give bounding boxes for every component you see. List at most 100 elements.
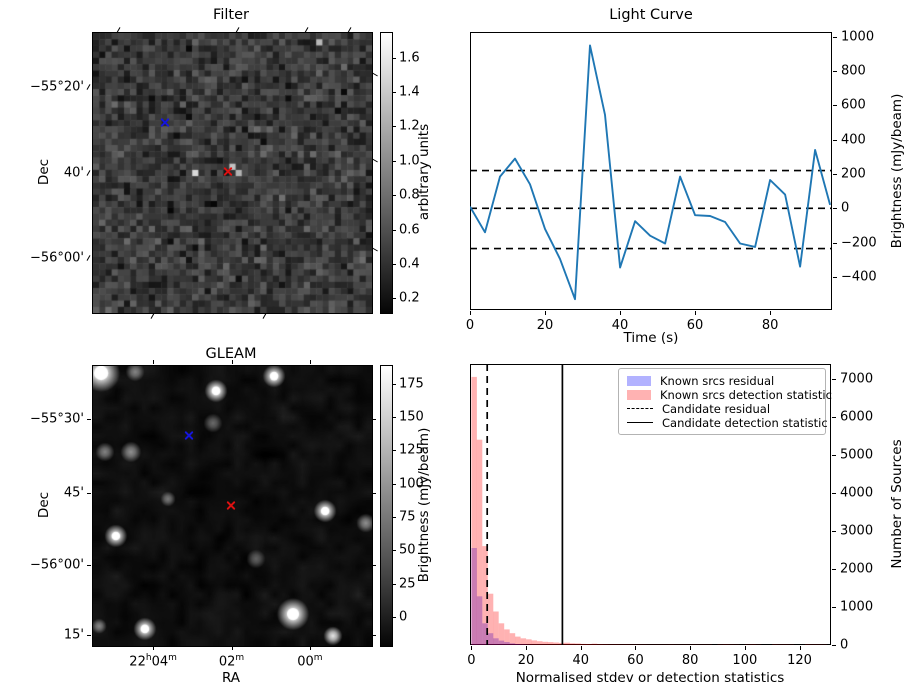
histogram-xtick-mark	[744, 646, 746, 650]
gleam-colorbar-tick-label: 100	[399, 476, 424, 492]
gleam-ytick-label: −56°00'	[29, 557, 84, 573]
gleam-colorbar-tick-mark	[392, 583, 396, 585]
red-cross-marker	[225, 500, 236, 511]
hist-bar	[526, 639, 532, 645]
filter-colorbar-tick-label: 0.2	[399, 290, 420, 306]
hist-bar	[476, 439, 483, 645]
hist-bar	[602, 644, 609, 645]
gleam-title: GLEAM	[205, 346, 257, 362]
light-curve-xtick-mark	[470, 311, 471, 315]
gleam-colorbar-tick-mark	[392, 517, 396, 518]
ra-unit-sup: m	[235, 653, 245, 663]
filter-ytick-mark	[86, 255, 91, 262]
filter-image	[92, 32, 373, 314]
hist-bar	[504, 642, 510, 645]
light-curve-ytick-mark	[833, 139, 837, 141]
filter-bottom-tick-mark	[150, 313, 155, 319]
red-cross-marker	[223, 166, 234, 177]
histogram-ytick-mark	[832, 568, 836, 570]
legend-entry: Candidate detection statistic	[627, 416, 828, 430]
gleam-colorbar-tick-label: 0	[399, 609, 408, 625]
histogram-xtick-label: 60	[627, 653, 644, 668]
gleam-ytick-label: 45'	[63, 485, 84, 501]
hist-bar	[509, 643, 516, 645]
filter-right-tick-mark	[372, 247, 378, 252]
legend-label: Candidate detection statistic	[662, 415, 828, 430]
filter-colorbar-tick-mark	[392, 57, 396, 59]
light-curve-line	[470, 44, 832, 301]
histogram-xlabel: Normalised stdev or detection statistics	[515, 670, 785, 686]
light-curve-ytick-label: 800	[841, 63, 866, 79]
gleam-colorbar-tick-mark	[392, 417, 396, 418]
histogram-xtick-label: 100	[732, 653, 758, 668]
light-curve-ytick-mark	[833, 105, 837, 107]
blue-cross-marker	[160, 117, 171, 128]
ra-value: 00	[297, 654, 314, 670]
hist-bar	[487, 633, 494, 645]
gleam-colorbar-tick-mark	[392, 450, 396, 452]
gleam-xtick-mark	[231, 646, 233, 650]
filter-colorbar-tick-label: 1.6	[399, 50, 420, 66]
hist-bar	[608, 644, 614, 645]
filter-colorbar-tick-mark	[392, 92, 396, 94]
light-curve-ytick-label: 200	[841, 166, 866, 182]
filter-colorbar-tick-mark	[392, 195, 396, 197]
hist-bar	[498, 640, 505, 645]
hist-bar	[553, 642, 559, 645]
light-curve-ytick-mark	[833, 208, 837, 210]
hist-bar	[723, 644, 729, 645]
filter-ytick-mark	[86, 84, 91, 90]
histogram-ytick-mark	[832, 378, 836, 380]
histogram-ytick-mark	[832, 492, 836, 494]
gleam-xlabel: RA	[221, 670, 241, 686]
histogram-xtick-mark	[526, 646, 528, 650]
ra-unit-sup: m	[168, 653, 177, 663]
histogram-xtick-label: 40	[572, 653, 590, 668]
gleam-ytick-mark-right	[372, 419, 376, 421]
gleam-ylabel: Dec	[36, 491, 52, 519]
light-curve-ytick-label: −400	[841, 269, 877, 285]
gleam-colorbar-tick-label: 50	[399, 542, 416, 558]
gleam-ytick-label: 15'	[63, 627, 84, 643]
gleam-colorbar-tick-mark	[392, 383, 396, 385]
filter-colorbar-tick-label: 0.6	[399, 222, 420, 238]
gleam-colorbar	[380, 365, 393, 647]
filter-colorbar-label: arbitrary units	[416, 123, 432, 221]
gleam-xtick-mark-top	[231, 360, 233, 364]
filter-right-tick-mark	[372, 158, 378, 163]
histogram-xtick-mark	[690, 646, 692, 650]
filter-colorbar-tick-label: 1.2	[399, 118, 420, 134]
filter-right-tick-mark	[372, 72, 378, 77]
hist-bar	[564, 642, 570, 645]
legend-solid-line-swatch	[627, 422, 653, 423]
light-curve-xtick-label: 20	[536, 318, 554, 333]
filter-ytick-label: 40'	[63, 165, 84, 181]
gleam-colorbar-tick-mark	[392, 483, 396, 485]
gleam-xtick-label: 02m	[219, 653, 244, 669]
gleam-ytick-label: −55°30'	[29, 411, 84, 427]
light-curve-ytick-label: −200	[841, 235, 877, 251]
gleam-colorbar-tick-label: 25	[399, 576, 416, 592]
light-curve-xtick-mark	[620, 311, 622, 315]
filter-colorbar-tick-mark	[392, 229, 396, 231]
gleam-colorbar-tick-label: 175	[399, 376, 424, 392]
light-curve-xtick-label: 0	[465, 318, 475, 333]
light-curve-ytick-label: 600	[841, 97, 866, 113]
histogram-ytick-label: 3000	[840, 523, 874, 539]
light-curve-ytick-label: 400	[841, 132, 866, 148]
hist-bar	[591, 643, 598, 645]
histogram-ytick-label: 5000	[840, 447, 874, 463]
hist-bar	[471, 376, 477, 645]
histogram-ytick-label: 2000	[840, 561, 874, 577]
hist-bar	[520, 644, 527, 645]
hist-bar	[537, 641, 543, 645]
hist-bar	[613, 644, 620, 645]
gleam-xtick-label: 22h04m	[129, 653, 177, 669]
gleam-xtick-mark	[309, 646, 311, 650]
histogram-ytick-mark	[832, 645, 836, 646]
filter-colorbar-tick-label: 0.8	[399, 187, 420, 203]
light-curve-xtick-mark	[770, 311, 772, 315]
histogram-xtick-label: 120	[787, 653, 812, 668]
hist-bar	[520, 638, 527, 645]
histogram-plot	[471, 364, 827, 645]
